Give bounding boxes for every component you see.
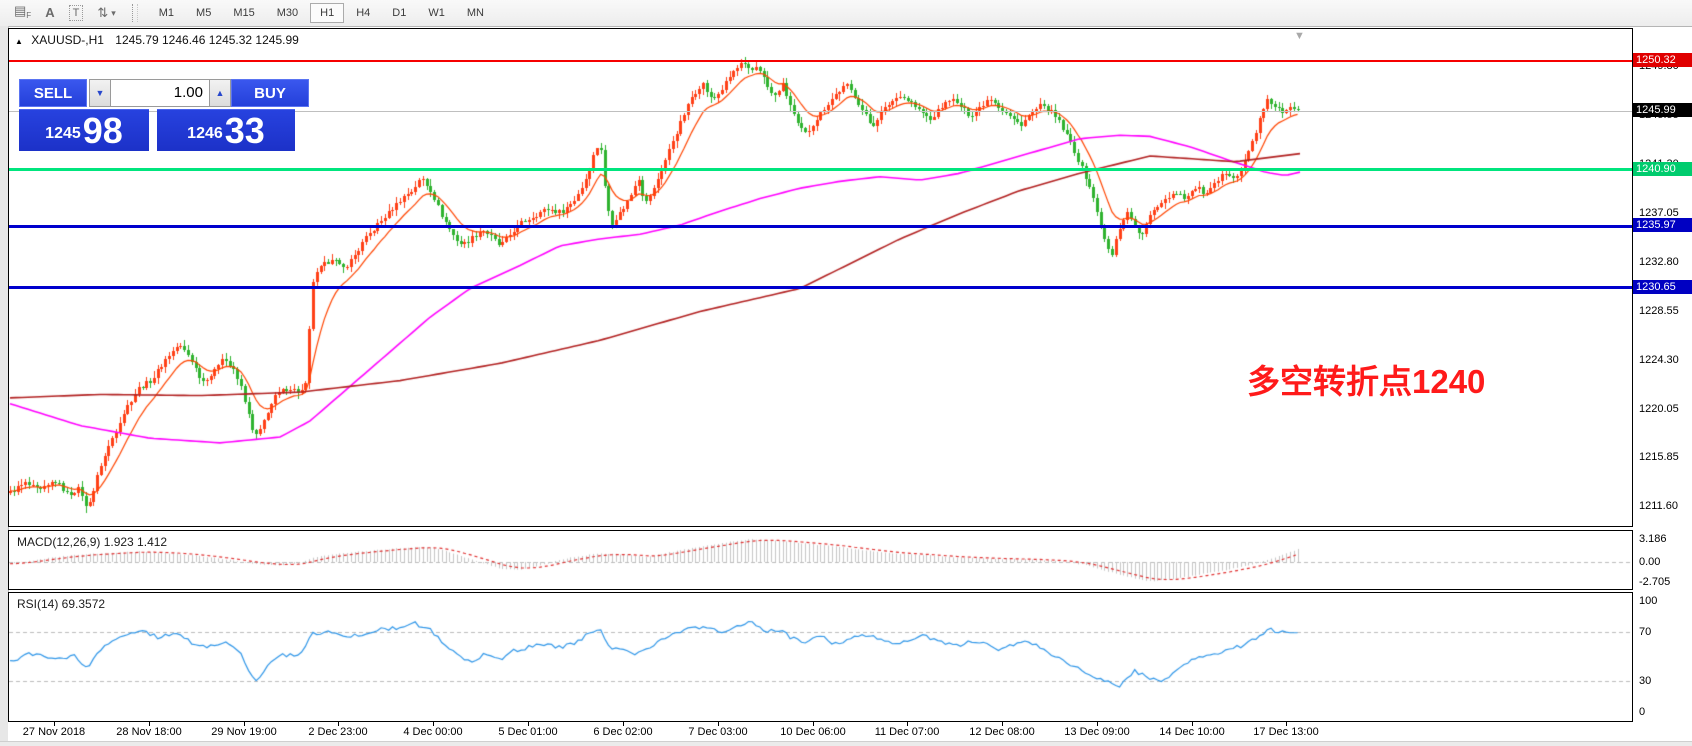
text-tool-icon[interactable]: T [68,5,84,21]
timeframe-w1[interactable]: W1 [428,7,445,19]
time-tick [813,722,814,726]
chart-annotation-text: 多空转折点1240 [1247,363,1486,400]
rsi-canvas[interactable] [9,593,1632,721]
price-axis: 1249.801245.551241.301237.051232.801228.… [1632,0,1692,746]
price-tick-label: 1220.05 [1639,402,1679,415]
chart-title: ▲ XAUUSD-,H1 1245.79 1246.46 1245.32 124… [15,33,299,47]
price-tick-label: 1232.80 [1639,255,1679,268]
arrows-tool-icon[interactable]: ⇅ [97,5,109,20]
rsi-label: RSI(14) 69.3572 [17,597,106,611]
sell-price-big: 98 [82,110,123,151]
indicator-tick-label: -2.705 [1639,576,1671,588]
macd-panel: MACD(12,26,9) 1.923 1.412 [8,530,1633,590]
buy-button[interactable]: BUY [231,79,309,107]
pivot-line-1240 [9,168,1632,171]
chart-shift-marker[interactable]: ▼ [1294,30,1305,42]
price-tick-label: 1211.60 [1639,500,1678,513]
time-tick [907,722,908,726]
letter-a-icon[interactable]: A [45,5,55,20]
support-line-1235-badge: 1235.97 [1633,218,1692,232]
time-tick [149,722,150,726]
indicator-tick-label: 3.186 [1639,533,1667,545]
pivot-line-1240-badge: 1240.90 [1633,162,1692,176]
macd-canvas[interactable] [9,531,1632,589]
buy-price-big: 33 [224,110,265,151]
time-label: 4 Dec 00:00 [403,726,463,738]
price-chart-panel: ▲ XAUUSD-,H1 1245.79 1246.46 1245.32 124… [8,28,1633,527]
time-tick [623,722,624,726]
resistance-line-1250 [9,60,1632,62]
time-tick [528,722,529,726]
one-click-trading-panel: SELL ▼ 1.00 ▲ BUY 1245 98 1246 33 [19,79,309,151]
time-tick [1286,722,1287,726]
current-price-line [9,111,1632,112]
time-axis: 27 Nov 2018 28 Nov 18:00 29 Nov 19:00 2 Dec… [8,722,1633,741]
rsi-panel: RSI(14) 69.3572 [8,592,1633,722]
timeframe-h4[interactable]: H4 [356,7,371,19]
support-line-1230 [9,286,1632,289]
chart-ohlc-values: 1245.79 1246.46 1245.32 1245.99 [115,33,299,47]
price-tick-label: 1215.85 [1639,451,1679,464]
time-label: 6 Dec 02:00 [593,726,653,738]
sell-price-main: 1245 [45,125,81,142]
time-label: 2 Dec 23:00 [308,726,368,738]
volume-input[interactable]: 1.00 [110,79,210,107]
toolbar: ▤F A T ⇅ ▾ M1 M5 M15 M30 H1 H4 D1 W1 MN [0,0,1692,27]
time-label: 28 Nov 18:00 [116,726,182,738]
time-tick [1097,722,1098,726]
toolbar-grip[interactable] [131,4,138,22]
chart-symbol-label: XAUUSD-,H1 [31,33,104,47]
time-label: 14 Dec 10:00 [1159,726,1225,738]
price-tick-label: 1224.30 [1639,353,1679,366]
indicator-tick-label: 30 [1639,675,1652,687]
time-label: 11 Dec 07:00 [874,726,940,738]
buy-price-main: 1246 [187,125,223,142]
support-line-1235 [9,225,1632,228]
macd-label: MACD(12,26,9) 1.923 1.412 [17,535,168,549]
time-tick [1192,722,1193,726]
time-tick [338,722,339,726]
price-tick-label: 1237.05 [1639,206,1679,219]
timeframe-group: M1 M5 M15 M30 H1 H4 D1 W1 MN [148,3,495,23]
timeframe-m30[interactable]: M30 [276,7,299,19]
time-label: 10 Dec 06:00 [780,726,846,738]
indicator-tick-label: 100 [1639,595,1658,607]
sell-button[interactable]: SELL [19,79,87,107]
grid-f-icon[interactable]: ▤F [14,2,32,20]
timeframe-m5[interactable]: M5 [196,7,212,19]
arrows-dropdown-caret[interactable]: ▾ [111,7,116,18]
time-label: 7 Dec 03:00 [688,726,748,738]
volume-increase-button[interactable]: ▲ [209,79,231,107]
time-label: 27 Nov 2018 [22,726,86,738]
timeframe-h1[interactable]: H1 [310,3,345,23]
support-line-1230-badge: 1230.65 [1633,280,1692,294]
sell-price-display[interactable]: 1245 98 [19,109,149,151]
time-tick [54,722,55,726]
time-tick [1002,722,1003,726]
volume-decrease-button[interactable]: ▼ [89,79,111,107]
time-label: 13 Dec 09:00 [1064,726,1130,738]
bottom-strip [0,741,1692,746]
time-label: 29 Nov 19:00 [211,726,277,738]
collapse-arrow-icon[interactable]: ▲ [15,37,23,46]
time-tick [244,722,245,726]
time-tick [433,722,434,726]
price-tick-label: 1228.55 [1639,304,1679,317]
indicator-tick-label: 70 [1639,626,1652,638]
time-label: 17 Dec 13:00 [1253,726,1319,738]
time-label: 12 Dec 08:00 [969,726,1035,738]
buy-price-display[interactable]: 1246 33 [157,109,295,151]
timeframe-m15[interactable]: M15 [233,7,255,19]
indicator-tick-label: 0.00 [1639,556,1661,568]
time-label: 5 Dec 01:00 [498,726,558,738]
resistance-line-1250-badge: 1250.32 [1633,53,1692,67]
timeframe-m1[interactable]: M1 [158,7,175,19]
timeframe-mn[interactable]: MN [466,7,484,19]
time-tick [718,722,719,726]
indicator-tick-label: 0 [1639,706,1646,718]
current-price-line-badge: 1245.99 [1633,103,1692,117]
timeframe-d1[interactable]: D1 [392,7,407,19]
